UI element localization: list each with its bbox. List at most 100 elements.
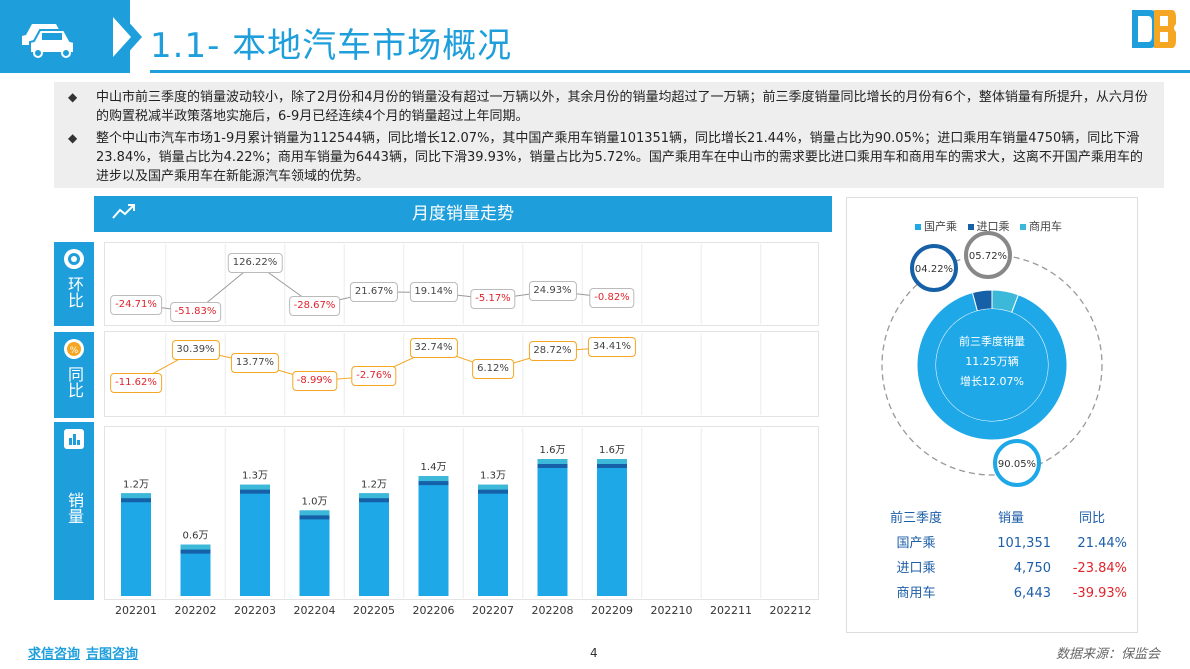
- bar-chart-icon: [64, 429, 84, 449]
- legend-label: 国产乘: [924, 220, 957, 233]
- sales-bar-label: 1.2万: [123, 479, 149, 490]
- table-header-cell: 同比: [1078, 511, 1105, 526]
- table-cell: 6,443: [1013, 586, 1051, 601]
- sales-bar-segment: [478, 489, 508, 494]
- share-donut: 90.05% 04.22% 05.72%: [881, 231, 1103, 487]
- tongbi-label-block: % 同比: [54, 332, 94, 418]
- sales-bar-segment: [121, 493, 151, 499]
- tongbi-label: 28.72%: [528, 341, 577, 362]
- tongbi-label: 6.12%: [472, 359, 514, 380]
- table-header-cell: 前三季度: [889, 511, 942, 526]
- legend-item: 进口乘: [967, 220, 1010, 233]
- donut-callout: [964, 231, 1012, 279]
- sales-bar-label: 1.3万: [480, 471, 506, 482]
- summary-box: 中山市前三季度的销量波动较小，除了2月份和4月份的销量没有超过一万辆以外，其余月…: [54, 82, 1164, 188]
- sales-bar-label: 1.2万: [361, 479, 387, 490]
- brand-logo: [1132, 10, 1176, 48]
- table-header: 前三季度 销量 同比: [867, 506, 1127, 531]
- sales-bar-segment: [240, 489, 270, 494]
- table-cell: 国产乘: [896, 536, 936, 551]
- donut-center-text: 前三季度销量 11.25万辆 增长12.07%: [947, 332, 1037, 392]
- huanbi-label: 21.67%: [349, 281, 399, 302]
- sales-bar-segment: [597, 464, 627, 468]
- sales-bar: [121, 493, 151, 596]
- sales-bar-segment: [180, 549, 211, 554]
- data-source: 数据来源：保监会: [1056, 647, 1161, 662]
- donut-callout-label: 05.72%: [969, 251, 1007, 262]
- tongbi-label: 30.39%: [171, 340, 220, 361]
- huanbi-label: 19.14%: [409, 282, 458, 303]
- percent-icon: %: [64, 339, 84, 359]
- sales-bar-segment: [299, 515, 330, 520]
- trend-panel: 月度销量走势 环比 % 同比 销量: [54, 190, 834, 630]
- sales-bar: [418, 476, 449, 596]
- sales-bar-segment: [537, 464, 568, 468]
- sales-bar-label: 1.4万: [421, 462, 447, 473]
- x-axis-tick-label: 202202: [174, 604, 217, 617]
- tongbi-label: -8.99%: [291, 370, 338, 391]
- table-cell: 商用车: [896, 586, 936, 601]
- x-axis-tick-label: 202203: [234, 604, 276, 617]
- x-axis-tick-label: 202206: [412, 604, 455, 617]
- table-cell: -23.84%: [1072, 561, 1127, 576]
- sales-bar: [240, 484, 270, 596]
- x-axis-tick-label: 202212: [769, 604, 812, 617]
- table-cell: 101,351: [997, 536, 1051, 551]
- sales-bar-segment: [418, 481, 449, 486]
- summary-bullet: 中山市前三季度的销量波动较小，除了2月份和4月份的销量没有超过一万辆以外，其余月…: [68, 88, 1150, 126]
- footer-link[interactable]: 吉图咨询: [86, 647, 139, 662]
- share-legend: 国产乘 进口乘 商用车: [915, 218, 1069, 234]
- huanbi-label-block: 环比: [54, 242, 94, 326]
- donut-center-line: 前三季度销量: [959, 335, 1025, 348]
- donut-center-line: 11.25万辆: [965, 355, 1019, 368]
- x-axis-tick-label: 202201: [115, 604, 157, 617]
- sales-bar-segment: [240, 484, 270, 490]
- tongbi-label: 32.74%: [409, 338, 458, 359]
- tongbi-label: -11.62%: [110, 373, 162, 393]
- tongbi-label: 同比: [65, 366, 84, 398]
- footer-links: 求信咨询 吉图咨询: [28, 643, 144, 662]
- sales-bar-segment: [359, 498, 389, 503]
- sales-bar-segment: [180, 544, 211, 550]
- tongbi-label: 13.77%: [230, 353, 280, 374]
- x-axis-tick-label: 202208: [531, 604, 574, 617]
- donut-callout: [910, 244, 958, 292]
- sales-bar-segment: [537, 459, 568, 464]
- sales-bar: [597, 459, 627, 596]
- donut-center: [936, 309, 1048, 421]
- huanbi-row: [104, 242, 819, 326]
- donut-center-line: 增长12.07%: [960, 375, 1024, 388]
- sales-row: [104, 426, 819, 600]
- target-icon: [64, 249, 84, 269]
- donut-callout-label: 04.22%: [915, 264, 953, 275]
- x-axis-tick-label: 202209: [591, 604, 633, 617]
- huanbi-label: -0.82%: [589, 287, 635, 308]
- table-row: 进口乘 4,750 -23.84%: [867, 556, 1127, 581]
- sales-bar-label: 1.0万: [302, 496, 328, 507]
- table-header-cell: 销量: [997, 511, 1024, 526]
- table-cell: -39.93%: [1072, 586, 1127, 601]
- huanbi-label: -5.17%: [470, 289, 516, 310]
- table-row: 国产乘 101,351 21.44%: [867, 531, 1127, 556]
- huanbi-label: 24.93%: [528, 280, 577, 301]
- x-axis-tick-label: 202205: [353, 604, 395, 617]
- sales-bar: [359, 493, 389, 596]
- donut-outer-ring: [881, 254, 1103, 476]
- x-axis-tick-label: 202210: [650, 604, 693, 617]
- legend-item: 商用车: [1020, 220, 1062, 233]
- sales-bar-segment: [359, 493, 389, 499]
- x-axis-tick-label: 202204: [293, 604, 336, 617]
- trend-chart-title: 月度销量走势: [94, 196, 832, 232]
- sales-bar-label: 1.6万: [540, 445, 566, 456]
- donut-callout: [993, 439, 1041, 487]
- footer-link[interactable]: 求信咨询: [28, 647, 81, 662]
- huanbi-label: 126.22%: [227, 253, 283, 273]
- sales-bar-segment: [478, 484, 508, 490]
- xiaoliang-label: 销量: [65, 492, 84, 524]
- huanbi-label: -28.67%: [288, 295, 341, 316]
- sales-bar-segment: [418, 476, 449, 482]
- huanbi-label: 环比: [65, 276, 84, 308]
- svg-text:%: %: [70, 346, 79, 356]
- sales-bar: [537, 459, 568, 596]
